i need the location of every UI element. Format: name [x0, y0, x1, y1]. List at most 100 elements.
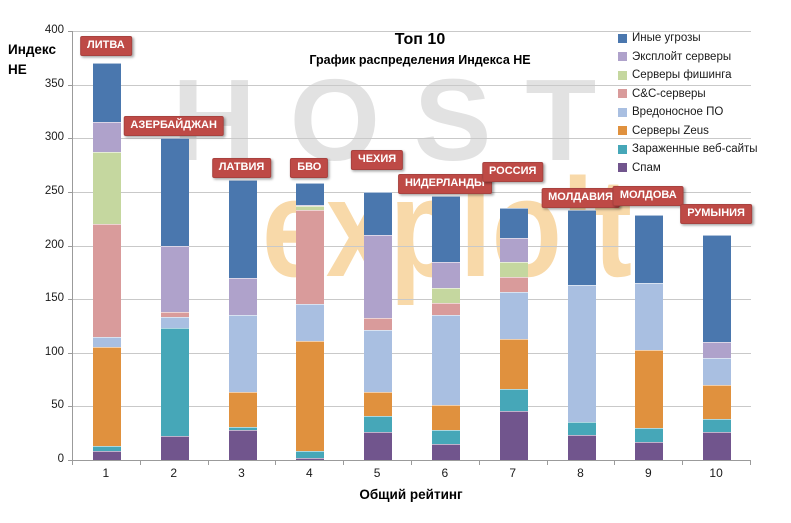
bar-segment	[92, 224, 121, 337]
bar-1	[92, 63, 121, 460]
x-tick-mark	[139, 461, 141, 465]
bar-segment	[296, 304, 325, 341]
y-tick-label: 150	[44, 292, 64, 305]
bar-segment	[703, 342, 732, 359]
legend-item: Серверы Zeus	[618, 125, 758, 137]
bar-2	[160, 138, 189, 460]
bar-segment	[364, 392, 393, 416]
chart-subtitle: График распределения Индекса НЕ	[309, 53, 531, 67]
bar-segment	[703, 358, 732, 385]
bar-8	[567, 210, 596, 460]
bar-segment	[635, 283, 664, 350]
x-tick-label: 7	[509, 466, 517, 480]
y-tick-label: 350	[44, 77, 64, 90]
bar-segment	[431, 303, 460, 316]
bar-segment	[160, 245, 189, 312]
bar-segment	[364, 432, 393, 460]
bar-7	[499, 207, 528, 460]
legend-label: Серверы Zeus	[632, 124, 709, 137]
bar-segment	[431, 196, 460, 262]
bar-segment	[296, 205, 325, 211]
legend-swatch-icon	[618, 107, 627, 117]
bar-segment	[160, 138, 189, 246]
bar-segment	[703, 234, 732, 343]
x-tick-label: 10	[709, 466, 723, 480]
bar-segment	[228, 180, 257, 278]
bar-segment	[431, 443, 460, 460]
bar-segment	[431, 315, 460, 406]
y-tick-mark	[68, 245, 72, 247]
bar-segment	[92, 451, 121, 460]
bar-segment	[703, 419, 732, 433]
country-badge: НИДЕРЛАНДЫ	[397, 174, 492, 194]
bar-segment	[635, 441, 664, 460]
bar-segment	[499, 410, 528, 460]
bar-segment	[228, 315, 257, 393]
y-tick-label: 300	[44, 131, 64, 144]
legend-item: Зараженные веб-сайты	[618, 143, 758, 155]
bar-segment	[228, 392, 257, 427]
legend-label: Серверы фишинга	[632, 69, 732, 81]
legend-item: Иные угрозы	[618, 32, 758, 44]
y-tick-label: 0	[57, 453, 64, 465]
gridline-350	[73, 84, 751, 86]
bar-segment	[499, 261, 528, 277]
bar-segment	[703, 384, 732, 420]
bar-segment	[92, 63, 121, 123]
bar-segment	[92, 152, 121, 225]
country-badge: ЛАТВИЯ	[211, 158, 272, 178]
plot-area	[72, 31, 751, 461]
legend-item: Вредоносное ПО	[618, 106, 758, 118]
bar-segment	[92, 336, 121, 348]
bar-segment	[431, 405, 460, 430]
y-axis-title: Индекс НЕ	[8, 42, 57, 78]
x-tick-label: 9	[644, 466, 652, 480]
x-tick-mark	[275, 461, 277, 465]
bar-10	[703, 234, 732, 460]
x-tick-label: 5	[373, 466, 381, 480]
bar-segment	[635, 349, 664, 428]
legend-item: C&C-серверы	[618, 88, 758, 100]
y-tick-label: 200	[44, 238, 64, 251]
legend-item: Спам	[618, 162, 758, 174]
bar-segment	[296, 204, 325, 206]
bar-segment	[499, 207, 528, 238]
gridline-100	[73, 352, 751, 354]
bar-segment	[160, 436, 189, 460]
gridline-300	[73, 138, 751, 140]
bar-segment	[296, 451, 325, 458]
bar-segment	[567, 285, 596, 423]
bar-6	[431, 196, 460, 460]
bar-segment	[296, 210, 325, 305]
bar-segment	[499, 338, 528, 390]
legend-label: Зараженные веб-сайты	[632, 143, 758, 155]
bar-segment	[160, 317, 189, 329]
bar-segment	[228, 277, 257, 316]
y-tick-label: 250	[44, 184, 64, 197]
gridline-400	[73, 31, 751, 32]
bar-segment	[364, 416, 393, 433]
country-badge: ЛИТВА	[80, 36, 132, 56]
y-tick-mark	[68, 406, 72, 408]
bar-segment	[431, 261, 460, 289]
bar-segment	[499, 237, 528, 262]
x-tick-mark	[478, 461, 480, 465]
country-badge: МОЛДОВА	[612, 186, 684, 207]
bar-4	[296, 183, 325, 460]
country-badge: РУМЫНИЯ	[680, 203, 752, 224]
country-badge: РОССИЯ	[481, 161, 544, 182]
bar-5	[364, 191, 393, 460]
bar-segment	[499, 389, 528, 411]
bar-segment	[567, 422, 596, 436]
bar-segment	[499, 276, 528, 292]
legend-swatch-icon	[618, 126, 627, 135]
bar-segment	[431, 288, 460, 304]
y-tick-label: 50	[51, 399, 64, 412]
bar-segment	[364, 234, 393, 319]
y-tick-mark	[68, 138, 72, 140]
bar-segment	[92, 446, 121, 452]
legend-label: Эксплойт серверы	[632, 50, 732, 63]
x-tick-label: 6	[441, 466, 449, 480]
y-tick-label: 400	[44, 24, 64, 36]
